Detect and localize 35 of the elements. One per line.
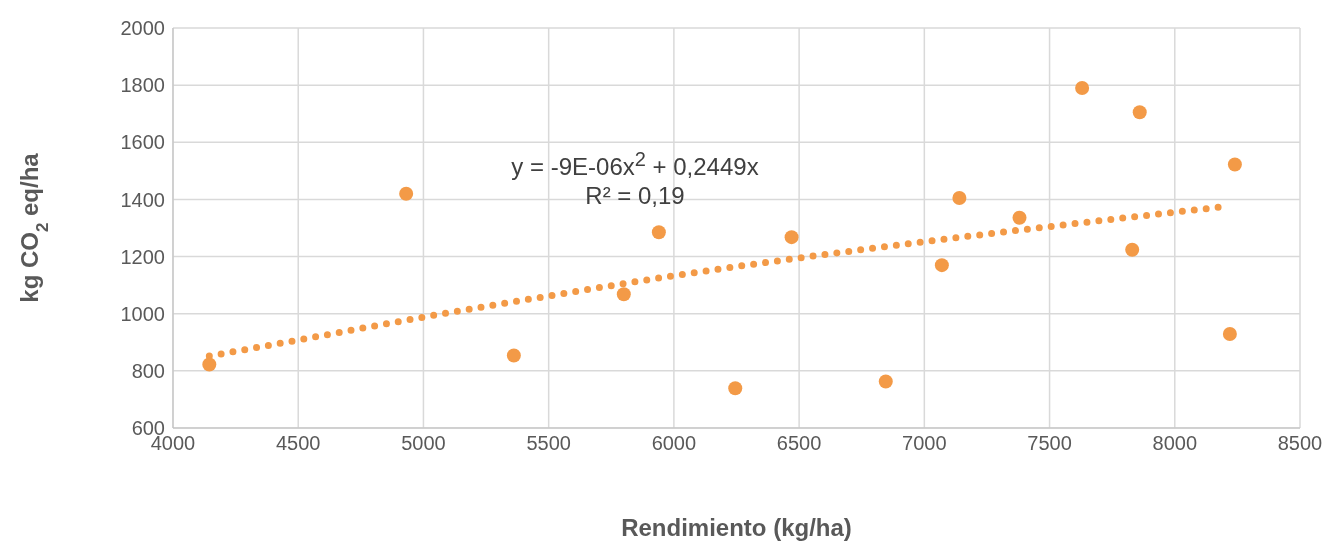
point [1075, 81, 1090, 95]
point [952, 191, 967, 205]
annotation: y = -9E-06x$^{2}$ + 0,2449x [511, 147, 759, 181]
y-tick-label: 1200 [120, 245, 165, 268]
x-axis-title: Rendimiento (kg/ha) [621, 514, 852, 541]
y-tick-label: 1000 [120, 302, 165, 325]
point [934, 258, 949, 273]
point [1125, 242, 1140, 257]
point [1132, 105, 1147, 120]
point [506, 348, 521, 363]
x-tick-label: 5500 [526, 432, 571, 455]
y-tick-label: 1400 [120, 188, 165, 211]
point [1012, 210, 1027, 225]
point [1222, 327, 1237, 341]
y-tick-label: 2000 [120, 17, 165, 40]
x-tick-label: 4500 [275, 432, 321, 455]
x-tick-label: 6500 [776, 432, 822, 455]
annotation: R² = 0,19 [585, 182, 685, 211]
point [399, 186, 414, 201]
point [1227, 157, 1242, 172]
y-tick-label: 800 [131, 359, 165, 382]
point [202, 357, 217, 372]
x-tick-label: 8500 [1277, 432, 1323, 455]
point [784, 230, 799, 245]
point [878, 374, 893, 389]
x-tick-label: 6000 [651, 432, 697, 455]
point [616, 287, 631, 302]
y-tick-label: 1800 [120, 74, 165, 97]
point [651, 225, 666, 240]
y-tick-label: 1600 [120, 131, 165, 154]
x-tick-label: 5000 [401, 432, 446, 455]
x-tick-label: 8000 [1152, 432, 1198, 455]
point [728, 381, 743, 396]
x-tick-label: 7000 [902, 432, 947, 455]
x-tick-label: 7500 [1027, 432, 1072, 455]
